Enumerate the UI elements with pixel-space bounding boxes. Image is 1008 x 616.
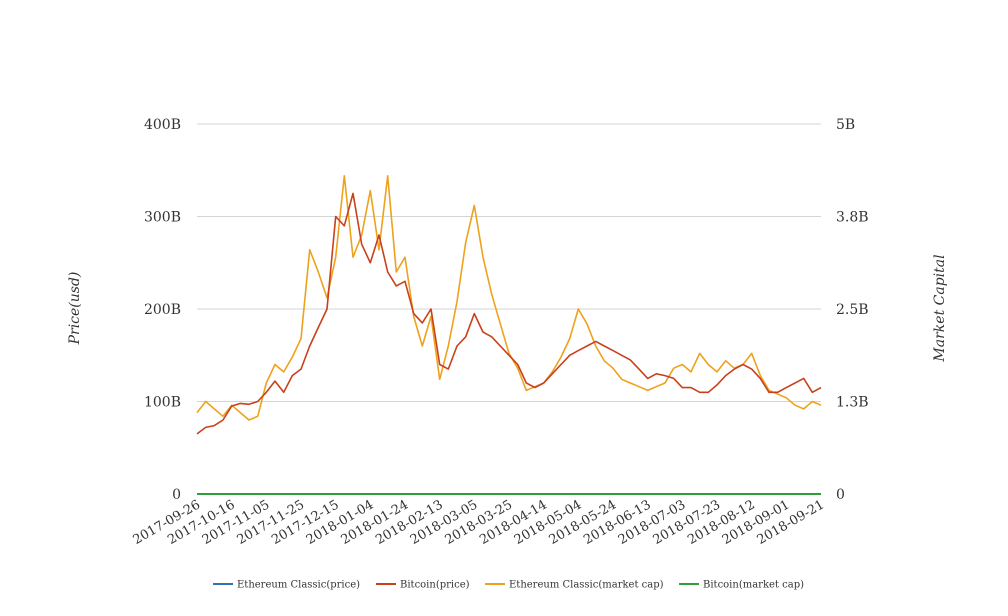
- legend-label: Ethereum Classic(price): [237, 580, 360, 591]
- left-tick-label: 0: [172, 487, 181, 503]
- right-axis-title: Market Capital: [932, 254, 948, 362]
- series-line-bitcoin-price: [196, 192, 822, 435]
- left-axis-ticks: 0 100B 200B 300B 400B: [144, 117, 181, 503]
- left-tick-label: 200B: [144, 302, 181, 318]
- series-layer: [196, 175, 822, 495]
- legend-label: Bitcoin(price): [400, 580, 470, 591]
- legend-label: Ethereum Classic(market cap): [509, 580, 664, 591]
- legend-item: Ethereum Classic(price): [213, 580, 360, 591]
- left-axis-title: Price(usd): [67, 272, 83, 346]
- x-axis-ticks: 2017-09-262017-10-162017-11-052017-11-25…: [131, 497, 827, 547]
- right-axis-ticks: 0 1.3B 2.5B 3.8B 5B: [836, 117, 869, 503]
- left-tick-label: 400B: [144, 117, 181, 133]
- legend-label: Bitcoin(market cap): [703, 580, 804, 591]
- right-tick-label: 0: [836, 487, 845, 503]
- gridlines: [197, 123, 821, 402]
- legend-item: Bitcoin(market cap): [679, 580, 804, 591]
- left-tick-label: 100B: [144, 395, 181, 411]
- legend-item: Ethereum Classic(market cap): [485, 580, 664, 591]
- right-tick-label: 1.3B: [836, 395, 869, 411]
- legend-item: Bitcoin(price): [376, 580, 470, 591]
- legend: Ethereum Classic(price) Bitcoin(price) Eth…: [213, 580, 804, 591]
- series-line-ethereum-classic-market-cap: [196, 175, 822, 421]
- left-tick-label: 300B: [144, 210, 181, 226]
- right-tick-label: 2.5B: [836, 302, 869, 318]
- right-tick-label: 3.8B: [836, 210, 869, 226]
- right-tick-label: 5B: [836, 117, 855, 133]
